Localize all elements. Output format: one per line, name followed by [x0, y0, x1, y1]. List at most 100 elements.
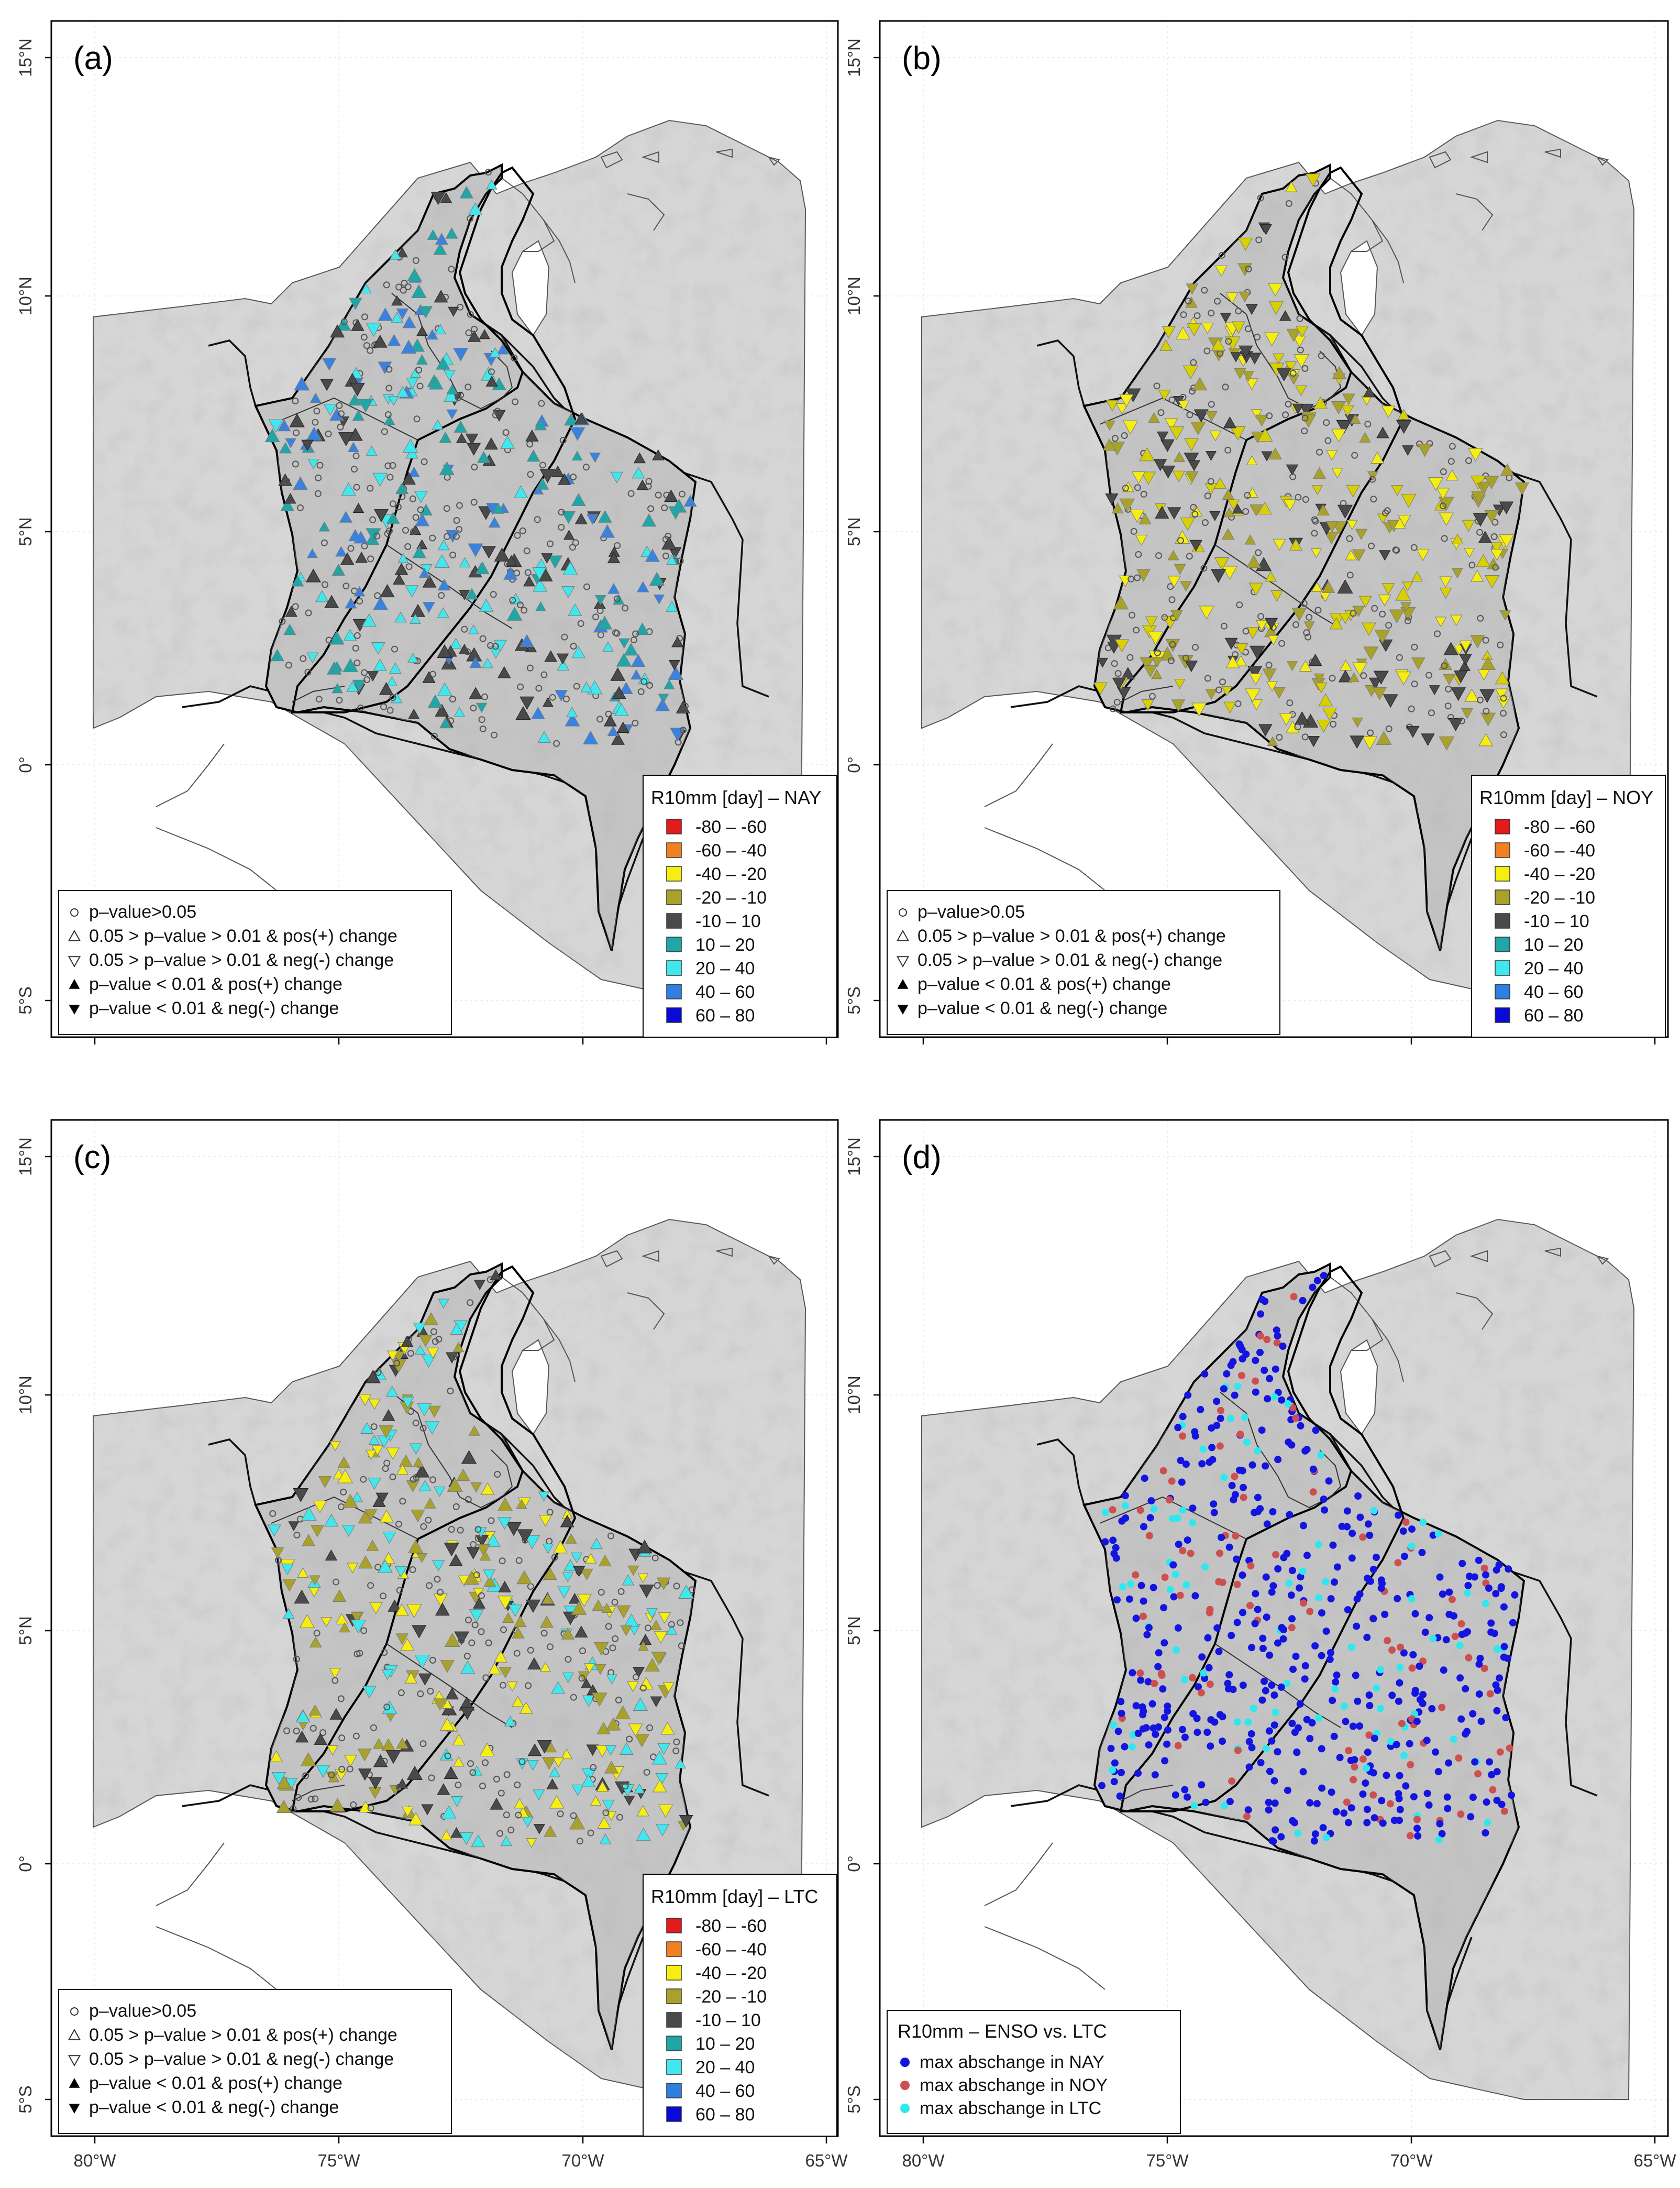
station-marker-neg [542, 1544, 554, 1554]
y-tick-label: 0° [16, 756, 35, 773]
station-dot [1457, 1810, 1465, 1818]
station-marker-pos [571, 450, 583, 461]
station-dot [1493, 1645, 1501, 1653]
station-marker-nonsig [609, 1644, 616, 1652]
station-dot [1322, 1833, 1330, 1841]
station-marker-nonsig [356, 598, 363, 605]
station-marker-nonsig [1385, 725, 1392, 732]
station-marker-nonsig [479, 1783, 486, 1789]
station-marker-nonsig [383, 1703, 391, 1711]
station-marker-nonsig [360, 1476, 367, 1483]
station-marker-neg [1160, 465, 1176, 479]
legend-triangle-up-filled-icon [69, 979, 80, 989]
station-marker-nonsig [1404, 617, 1411, 624]
color-legend-label: 10 – 20 [695, 935, 755, 955]
station-marker-pos [545, 1742, 557, 1753]
coastlines [984, 1247, 1609, 1990]
station-dot [1485, 1584, 1493, 1592]
station-marker-neg [316, 1765, 330, 1778]
panel-label: (b) [902, 40, 942, 76]
station-marker-nonsig [386, 707, 394, 714]
station-marker-nonsig [1236, 601, 1243, 609]
station-marker-neg [637, 1573, 649, 1584]
station-marker-nonsig [285, 662, 292, 669]
station-marker-pos [424, 1498, 436, 1509]
station-marker-nonsig [553, 740, 560, 747]
color-swatch [666, 842, 682, 858]
station-marker-nonsig [643, 1768, 650, 1776]
station-dot [1256, 1348, 1264, 1356]
station-marker-pos [324, 1513, 339, 1527]
station-marker-neg [1262, 668, 1277, 681]
station-marker-nonsig [444, 533, 450, 540]
color-legend-label: 20 – 40 [695, 959, 755, 978]
station-dot [1232, 1555, 1240, 1563]
station-marker-neg [602, 1799, 615, 1811]
station-marker-nonsig [1447, 714, 1454, 721]
station-marker-pos [1317, 504, 1330, 516]
station-dot [1272, 1365, 1279, 1373]
station-marker-nonsig [391, 645, 398, 653]
station-dot [1114, 1728, 1122, 1735]
station-dot [1388, 1646, 1396, 1654]
station-marker-pos [513, 1615, 527, 1628]
station-marker-nonsig [662, 552, 669, 559]
station-marker-neg [1499, 501, 1514, 514]
station-marker-pos [622, 1574, 635, 1586]
station-dot [1117, 1698, 1125, 1706]
station-marker-neg [451, 1796, 463, 1807]
station-marker-pos [407, 268, 422, 282]
station-dot [1349, 1722, 1357, 1730]
station-marker-pos [1173, 451, 1186, 463]
station-dot [1451, 1632, 1459, 1640]
station-marker-nonsig [1200, 565, 1208, 572]
station-marker-neg [358, 399, 373, 413]
station-marker-nonsig [1351, 452, 1358, 459]
station-marker-neg [1112, 677, 1126, 690]
station-marker-pos [607, 552, 621, 564]
station-marker-neg [444, 1543, 459, 1557]
station-marker-neg [497, 1596, 513, 1610]
station-marker-nonsig [627, 490, 635, 497]
station-dot [1475, 1556, 1483, 1564]
station-dot [1423, 1736, 1431, 1744]
station-marker-nonsig [413, 415, 421, 423]
station-marker-nonsig [485, 1639, 492, 1646]
station-marker-pos [1321, 580, 1335, 593]
station-marker-neg [656, 1577, 671, 1590]
station-marker-pos [284, 493, 296, 504]
station-dot [1288, 1567, 1296, 1575]
station-marker-neg [1097, 657, 1108, 668]
station-dot [1434, 1768, 1442, 1776]
station-marker-nonsig [570, 1812, 577, 1819]
symbol-legend-label: 0.05 > p–value > 0.01 & pos(+) change [918, 926, 1226, 946]
color-legend-label: -80 – -60 [695, 817, 767, 837]
station-marker-nonsig [535, 685, 543, 692]
station-marker-nonsig [1281, 254, 1289, 261]
station-marker-nonsig [582, 464, 590, 471]
station-marker-nonsig [1222, 383, 1229, 391]
station-marker-nonsig [613, 630, 621, 637]
station-dot [1384, 1636, 1391, 1644]
station-marker-neg [517, 1529, 533, 1544]
station-marker-nonsig [389, 500, 396, 508]
station-marker-pos [1311, 581, 1323, 592]
station-marker-pos [614, 703, 629, 716]
station-marker-neg [1167, 507, 1181, 520]
station-marker-nonsig [681, 702, 689, 710]
station-marker-neg [1325, 521, 1339, 533]
station-dot [1269, 1508, 1277, 1515]
station-marker-neg [581, 1768, 597, 1782]
station-dot [1413, 1824, 1421, 1832]
station-marker-pos [411, 284, 427, 298]
station-marker-pos [546, 1778, 559, 1789]
station-marker-nonsig [647, 505, 655, 512]
station-dot [1142, 1724, 1150, 1732]
station-marker-neg [1250, 504, 1263, 516]
station-marker-neg [1205, 689, 1218, 700]
station-marker-neg [481, 546, 496, 559]
station-marker-pos [449, 637, 462, 649]
station-marker-pos [611, 732, 625, 745]
station-marker-nonsig [1289, 473, 1297, 480]
station-marker-pos [1312, 467, 1326, 479]
